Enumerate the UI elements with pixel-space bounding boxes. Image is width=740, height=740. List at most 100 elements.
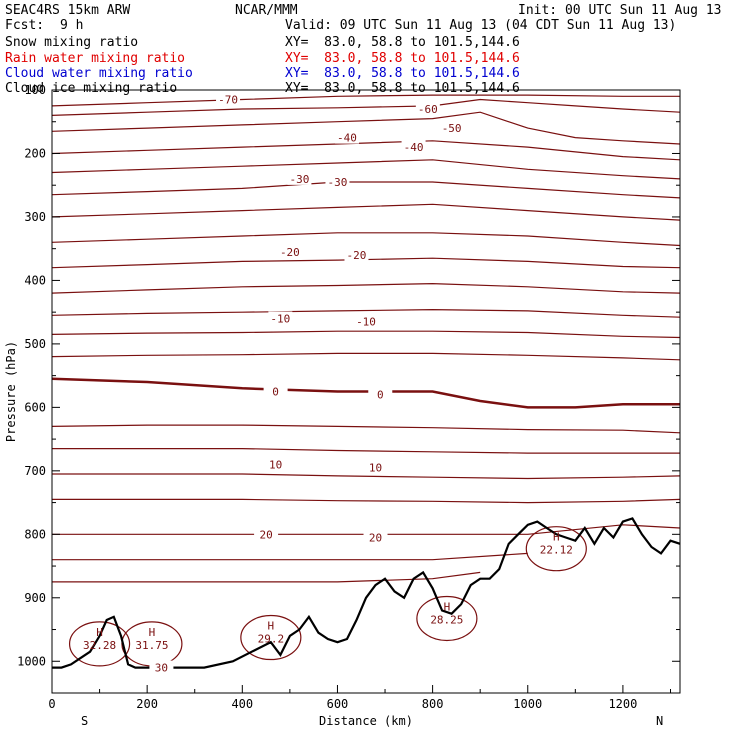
contour-label-bg [401,140,426,154]
contour-line [51,232,681,247]
x-tick-label: 800 [422,697,444,711]
contour-label: 20 [259,528,272,541]
high-contour [240,614,302,661]
contour-label-bg [439,121,464,135]
high-contour [416,595,478,642]
x-tick-label: 0 [48,697,55,711]
contour-line [51,159,681,180]
contour-label: -40 [337,132,357,145]
y-tick-label: 700 [24,464,46,478]
y-tick-label: 300 [24,210,46,224]
contour-line [51,181,681,199]
field-rain-name: Rain water mixing ratio [5,51,186,66]
x-tick-label: 1200 [608,697,637,711]
field-snow-xy: XY= 83.0, 58.8 to 101.5,144.6 [285,35,520,50]
contour-label-bg [368,387,393,401]
high-marker: H [444,600,451,613]
contour-line [51,203,681,221]
contour-line [52,571,481,583]
contour-label: 0 [377,389,384,402]
contour-line [51,111,681,145]
y-tick-label-top: 100 [24,83,46,97]
contour-line [52,448,680,454]
y-tick-label: 500 [24,337,46,351]
contour-label: -20 [347,249,367,262]
field-cloudice-name: Cloud ice mixing ratio [5,81,178,96]
contour-label-bg [254,527,279,541]
y-tick-label: 600 [24,400,46,414]
contour-label-bg [263,384,288,398]
contour-label: -40 [404,141,424,154]
x-axis-label: Distance (km) [319,714,413,728]
contour-label-bg [334,130,359,144]
contour-label-bg [363,460,388,474]
contour-label-bg [287,171,312,185]
fcst-label: Fcst: [5,18,45,33]
y-tick-label: 400 [24,273,46,287]
x-tick-label: 1000 [513,697,542,711]
contour-label-bg [325,175,350,189]
high-value: 22.12 [540,544,573,557]
x-tick-label: 200 [136,697,158,711]
org-title: NCAR/MMM [235,3,298,18]
model-title: SEAC4RS 15km ARW [5,3,131,18]
x-tick-label: 400 [231,697,253,711]
contour-line [52,473,681,480]
high-marker: H [96,626,103,639]
contour-label: -30 [289,173,309,186]
contour-label-bg [415,102,440,116]
field-rain-xy: XY= 83.0, 58.8 to 101.5,144.6 [285,51,520,66]
high-value: 31.75 [135,639,168,652]
x-end-label-south: S [81,714,88,728]
contour-label: 30 [155,662,168,675]
contour-label: -60 [418,103,438,116]
contour-line [51,94,680,107]
contour-label: 10 [269,458,282,471]
high-value: 32.28 [83,639,116,652]
contour-line [51,377,680,409]
contour-line [51,98,681,116]
high-marker: H [268,620,275,633]
y-tick-label: 900 [24,591,46,605]
x-tick-label: 600 [327,697,349,711]
contour-label: -20 [280,246,300,259]
contour-line [52,498,681,504]
high-marker: H [553,531,560,544]
y-tick-label: 200 [24,146,46,160]
y-tick-label: 1000 [17,654,46,668]
contour-line [51,282,681,294]
high-value: 29.2 [258,633,285,646]
init-time: Init: 00 UTC Sun 11 Aug 13 [518,3,722,18]
field-cloudice-xy: XY= 83.0, 58.8 to 101.5,144.6 [285,81,520,96]
contour-label-bg [354,314,378,328]
y-axis-label: Pressure (hPa) [4,341,18,442]
contour-label: 0 [272,386,279,399]
contour-label: -10 [270,313,290,326]
contour-line [52,552,528,561]
valid-time: Valid: 09 UTC Sun 11 Aug 13 (04 CDT Sun … [285,18,677,33]
contour-line [51,140,681,161]
high-contour [68,621,131,667]
y-tick-label: 800 [24,527,46,541]
contour-label: -70 [218,94,238,107]
terrain-line [52,517,681,669]
contour-line [51,424,681,434]
contour-label-bg [268,311,293,325]
contour-label: 20 [369,531,382,544]
x-end-label-north: N [656,714,663,728]
contour-label-bg [216,92,241,106]
fcst-value: 9 h [60,18,84,33]
high-marker: H [149,626,156,639]
contour-label-bg [344,248,369,262]
contour-line [51,257,681,269]
field-snow-name: Snow mixing ratio [5,35,139,50]
contour-label-bg [263,457,288,471]
field-cloudwater-xy: XY= 83.0, 58.8 to 101.5,144.6 [285,66,520,81]
contour-label-bg [363,530,388,544]
contour-line [51,352,681,361]
high-contour [525,526,587,572]
contour-label: -10 [356,316,376,329]
contour-label-bg [149,660,174,674]
plot-frame [51,89,681,694]
